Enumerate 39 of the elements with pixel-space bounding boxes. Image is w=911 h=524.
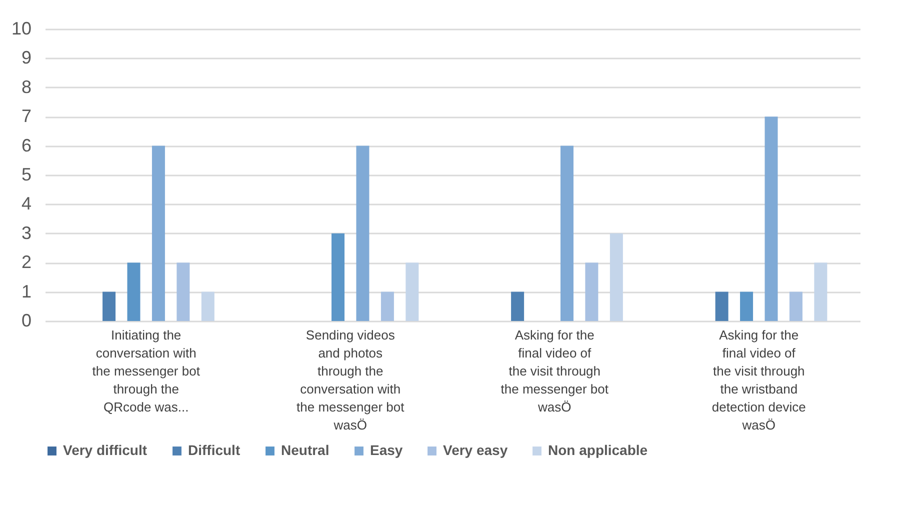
y-tick-label: 4	[21, 194, 32, 214]
bar	[201, 292, 214, 321]
legend-label: Very difficult	[63, 442, 148, 458]
bar	[789, 292, 802, 321]
y-tick-label: 8	[21, 76, 32, 97]
bar	[715, 292, 728, 321]
y-tick-label: 1	[21, 281, 32, 302]
x-tick-label: Asking for the final video of the visit through the messenger bot wasÖ	[500, 328, 609, 414]
bar	[127, 262, 140, 321]
bar	[102, 292, 116, 321]
bar	[332, 233, 345, 321]
bar	[406, 262, 419, 321]
bar	[814, 262, 828, 321]
y-tick-label: 10	[11, 18, 32, 38]
x-tick-label: Sending videos and photos through the conversation with the messenger bot wasÖ	[296, 328, 405, 432]
bar	[176, 262, 190, 321]
legend-label: Difficult	[188, 442, 240, 458]
bar	[560, 146, 574, 321]
bar	[740, 292, 754, 321]
legend-label: Non applicable	[548, 442, 648, 458]
x-tick-label: Initiating the conversation with the messenger bot through the QRcode was...	[92, 328, 200, 414]
legend-label: Neutral	[281, 442, 330, 458]
y-tick-label: 2	[21, 252, 32, 272]
bar	[511, 292, 524, 321]
legend-label: Very easy	[443, 442, 508, 458]
bar	[764, 116, 778, 321]
y-tick-label: 3	[21, 222, 32, 243]
bar	[585, 262, 598, 321]
bar	[356, 146, 370, 321]
y-tick-label: 9	[21, 48, 32, 68]
y-tick-label: 0	[21, 310, 32, 330]
bar	[610, 233, 623, 321]
y-tick-label: 7	[21, 106, 32, 126]
legend-label: Easy	[370, 442, 403, 458]
bar	[380, 292, 394, 321]
y-tick-label: 5	[21, 164, 32, 184]
x-tick-label: Asking for the final video of the visit through the wristband detection device wasÖ	[712, 328, 806, 432]
y-tick-label: 6	[21, 135, 32, 156]
bar	[152, 146, 165, 321]
